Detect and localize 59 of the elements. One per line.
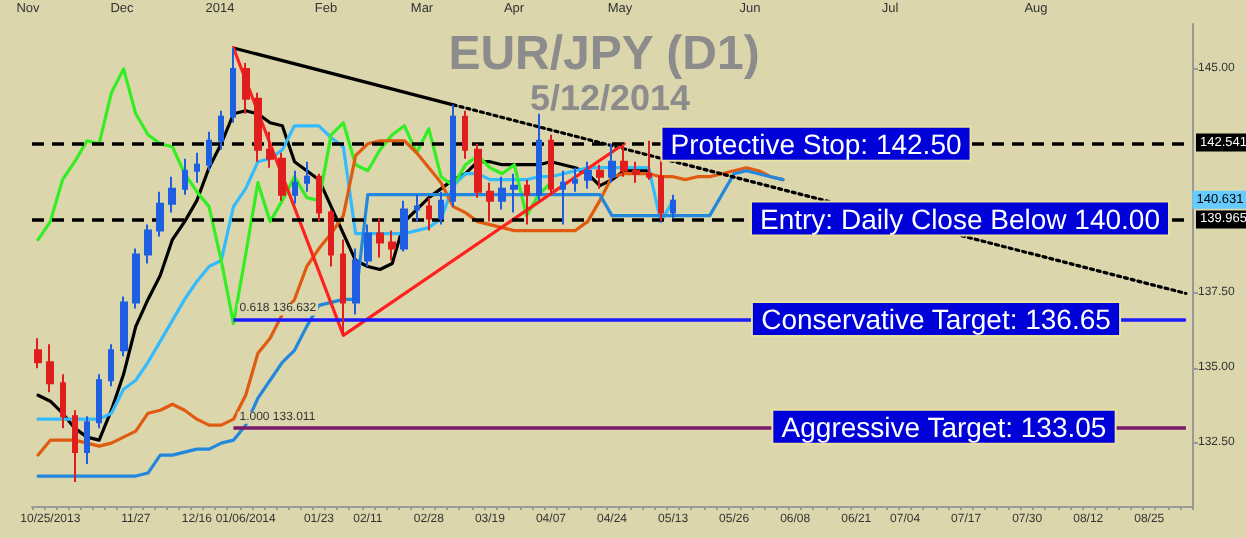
candlestick: [426, 196, 432, 232]
candlestick: [352, 247, 360, 316]
annotation: Protective Stop: 142.50: [670, 127, 962, 160]
candlestick: [608, 142, 616, 184]
candlestick: [328, 208, 334, 268]
candlestick: [498, 175, 506, 211]
candlestick: [254, 91, 262, 163]
candlestick: [414, 193, 420, 223]
candlestick: [278, 151, 286, 202]
candlestick: [572, 166, 578, 193]
candlestick: [230, 46, 236, 124]
candlestick: [450, 103, 456, 208]
candlestick: [510, 172, 518, 214]
candlestick: [242, 61, 250, 115]
candlestick: [304, 160, 310, 193]
candlestick: [292, 169, 298, 205]
text: 5/12/2014: [529, 78, 691, 118]
candlestick: [72, 409, 78, 484]
candlestick: [560, 169, 566, 226]
candlestick: [364, 223, 372, 268]
candlestick: [340, 238, 346, 337]
candlestick: [536, 112, 542, 202]
candlestick: [486, 181, 494, 223]
candlestick: [388, 229, 396, 262]
candlestick: [632, 160, 640, 184]
candlestick: [60, 373, 66, 430]
candlestick: [218, 109, 224, 151]
candlestick: [316, 172, 322, 223]
candlestick: [438, 190, 444, 226]
candlestick: [168, 175, 176, 214]
candlestick: [620, 142, 628, 178]
candlestick: [84, 415, 90, 466]
candlestick: [120, 295, 128, 358]
candlestick: [46, 343, 54, 394]
candlestick: [132, 247, 140, 310]
candlestick: [584, 160, 592, 190]
candlestick: [462, 109, 468, 160]
candlestick: [376, 217, 384, 259]
candlestick: [266, 130, 274, 169]
candlestick: [156, 190, 164, 238]
annotation: Entry: Daily Close Below 140.00: [760, 202, 1161, 235]
candlestick: [194, 151, 200, 184]
candlestick: [670, 193, 676, 220]
annotation: Aggressive Target: 133.05: [781, 410, 1107, 443]
candlestick: [96, 373, 102, 430]
candlestick: [548, 133, 554, 196]
candlestick: [206, 130, 212, 172]
candlestick: [474, 142, 482, 199]
candlestick: [596, 163, 604, 190]
candlestick: [400, 199, 408, 253]
candlestick: [524, 178, 530, 226]
annotation: Conservative Target: 136.65: [761, 302, 1112, 335]
candlestick: [658, 157, 664, 223]
candlestick: [646, 139, 652, 181]
candlestick: [108, 343, 114, 388]
chart-title: EUR/JPY (D1): [448, 27, 760, 81]
candlestick: [34, 337, 42, 370]
candlestick: [182, 157, 188, 196]
candlestick: [144, 223, 152, 265]
